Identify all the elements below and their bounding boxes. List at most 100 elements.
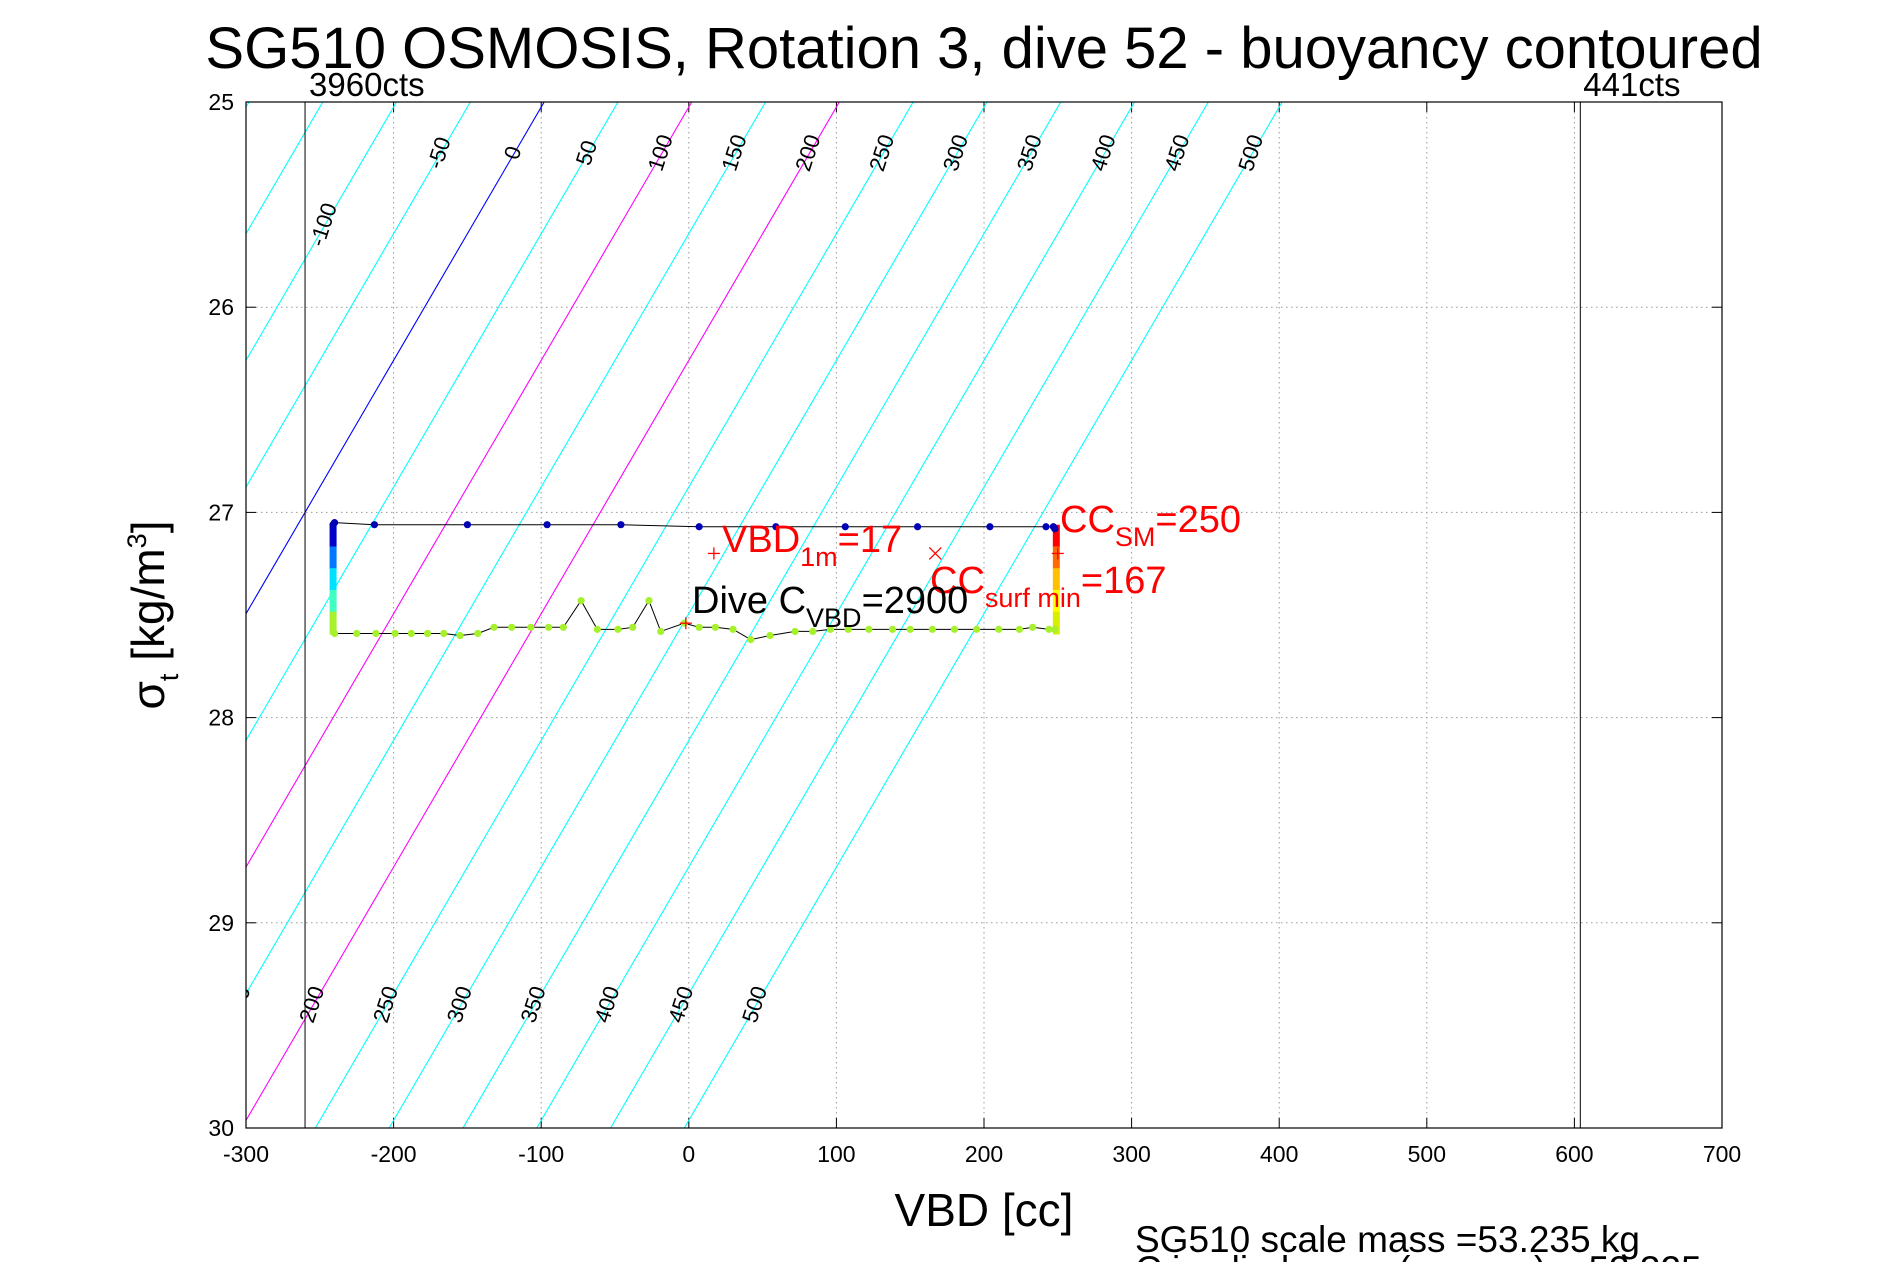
- data-point: [1051, 625, 1059, 633]
- data-point: [695, 623, 703, 631]
- annotation-ccsurf-sub: surf min: [985, 583, 1081, 613]
- data-point: [841, 523, 849, 531]
- data-point: [928, 625, 936, 633]
- contour-line-350: [462, 102, 1062, 1128]
- data-point: [617, 521, 625, 529]
- contour-label-left: -250: [0, 364, 25, 414]
- contour-label-bottom: 100: [147, 983, 182, 1026]
- contour-label-top: 200: [790, 131, 825, 174]
- data-point: [614, 625, 622, 633]
- contour-line-50: [246, 102, 619, 742]
- x-tick-label: 200: [965, 1141, 1003, 1167]
- data-point: [844, 625, 852, 633]
- contour-line--50: [246, 102, 471, 489]
- data-point: [629, 623, 637, 631]
- data-point: [463, 521, 471, 529]
- red-markers: [679, 546, 1064, 630]
- data-point: [950, 625, 959, 633]
- y-axis-label-sub: t: [154, 673, 184, 681]
- annotation-dive-c-value: =2900: [862, 580, 969, 622]
- contour-label-bottom: 250: [368, 983, 403, 1026]
- data-point: [695, 523, 703, 531]
- contour-label-top: -100: [305, 200, 342, 250]
- data-point: [729, 625, 737, 633]
- contour-label-top: 150: [716, 131, 751, 174]
- data-point: [391, 629, 399, 638]
- x-tick-label: 300: [1112, 1141, 1150, 1167]
- contour-line-150: [246, 102, 767, 995]
- contour-label-bottom: 50: [75, 989, 106, 1020]
- svg-text:σt [kg/m3]: σt [kg/m3]: [122, 521, 184, 710]
- contour-label-top: 500: [1233, 131, 1268, 174]
- data-point: [826, 625, 835, 633]
- contour-label-top: 50: [571, 137, 602, 168]
- contour-label-top: -50: [422, 134, 456, 172]
- contour-label-left: -200: [0, 528, 3, 578]
- y-axis-label: σt [kg/m3]: [122, 521, 184, 710]
- contour-label-top: 350: [1012, 131, 1047, 174]
- data-point: [766, 631, 774, 640]
- x-tick-label: 500: [1408, 1141, 1446, 1167]
- data-point: [865, 625, 873, 633]
- data-point: [370, 521, 379, 529]
- chart-title: SG510 OSMOSIS, Rotation 3, dive 52 - buo…: [205, 16, 1762, 81]
- y-axis-label-close: ]: [122, 521, 174, 534]
- buoyancy-contours: -300 -100 -50 0 50 100 150 200 250 300 350 400 450 50…: [0, 102, 1283, 1128]
- annotation-ccsurf: CCsurf min=167: [930, 560, 1167, 613]
- annotation-ccsurf-main: CC: [930, 560, 985, 602]
- annotation-ccsm-main: CC: [1060, 499, 1115, 541]
- annotation-vbd1m-value: =17: [838, 519, 902, 561]
- annotation-vbd1m-main: VBD: [722, 519, 800, 561]
- annotation-dive-c-main: Dive C: [692, 580, 806, 622]
- axes: [245, 101, 1723, 1129]
- data-point: [1015, 625, 1024, 633]
- data-point: [593, 625, 601, 633]
- data-point: [423, 629, 432, 638]
- data-point: [973, 625, 981, 633]
- x-tick-label: -300: [223, 1141, 269, 1167]
- contour-label-top: 250: [864, 131, 899, 174]
- y-tick-label: 27: [208, 499, 234, 525]
- contour-line-450: [610, 102, 1209, 1128]
- data-point: [888, 625, 897, 633]
- annotation-dive-c-sub: VBD: [806, 603, 862, 633]
- contour-label-top: 400: [1085, 131, 1120, 174]
- data-point: [1042, 523, 1050, 531]
- contour-line-300: [388, 102, 988, 1128]
- data-point: [407, 629, 415, 638]
- data-point: [559, 623, 567, 631]
- x-tick-label: -200: [371, 1141, 417, 1167]
- grid-lines: [245, 101, 1723, 1129]
- y-tick-label: 29: [208, 910, 234, 936]
- data-point: [809, 627, 817, 636]
- contour-line--100: [246, 102, 398, 362]
- contour-label-top: -300: [9, 200, 46, 250]
- x-tick-label: 600: [1555, 1141, 1593, 1167]
- x-axis-label: VBD [cc]: [895, 1184, 1074, 1236]
- footer-scale-mass: SG510 scale mass =53.235 kg: [1135, 1219, 1640, 1260]
- data-point: [791, 627, 799, 636]
- data-point: [456, 631, 464, 640]
- data-point: [490, 623, 498, 631]
- tick-labels: -300 -200 -100 0 100 200 300 400 500 600 700252627…: [208, 89, 1741, 1167]
- contour-line-400: [536, 102, 1136, 1128]
- annotation-vbd1m-sub: 1m: [800, 542, 838, 572]
- contour-line-0: [246, 102, 545, 615]
- data-point: [995, 625, 1003, 633]
- x-tick-label: 400: [1260, 1141, 1298, 1167]
- count-limit-label: 441cts: [1583, 66, 1680, 103]
- plot-frame: [245, 101, 1723, 1129]
- data-point: [711, 623, 719, 631]
- contour-label-bottom: 0: [3, 995, 31, 1014]
- data-point: [906, 625, 914, 633]
- contour-line--300: [0, 102, 101, 1128]
- data-point: [330, 629, 339, 638]
- contour-label-top: 300: [938, 131, 973, 174]
- contour-label-bottom: 300: [442, 983, 477, 1026]
- data-point: [543, 521, 551, 529]
- contour-label-top: 450: [1159, 131, 1194, 174]
- y-tick-label: 30: [208, 1115, 234, 1141]
- y-axis-label-units: [kg/m: [122, 548, 174, 673]
- x-tick-label: 0: [682, 1141, 695, 1167]
